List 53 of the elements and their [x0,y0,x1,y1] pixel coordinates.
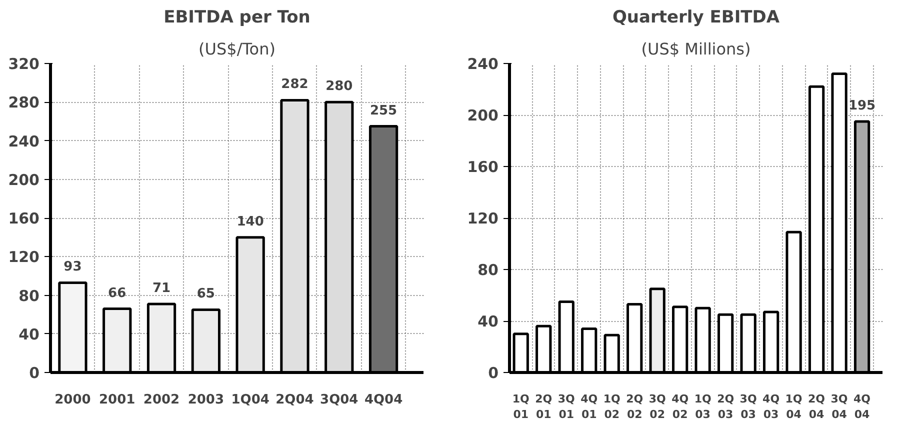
x-tick-label: 4Q 01 [580,392,598,422]
y-tick-label: 40 [478,312,498,330]
y-tick-label: 0 [488,364,498,382]
x-tick-label: 2Q 01 [535,392,552,422]
y-tick-label: 40 [18,325,40,344]
x-tick-label: 3Q 02 [648,392,666,422]
x-tick-label: 2Q 02 [626,392,644,422]
chart-subtitle: (US$ Millions) [641,40,751,58]
x-tick-label: 2003 [188,392,224,408]
x-tick-label: 1Q 04 [785,392,802,422]
y-tick-label: 240 [467,55,498,73]
data-label: 66 [108,286,126,301]
x-tick-label: 2002 [143,392,180,408]
x-tick-label: 4Q04 [364,392,403,408]
y-tick-label: 120 [467,210,498,228]
y-tick-label: 80 [478,261,498,279]
y-tick-label: 120 [8,248,40,266]
x-tick-label: 4Q 04 [854,392,871,422]
x-tick-label: 1Q04 [231,392,270,408]
x-tick-label: 1Q 02 [603,392,620,422]
x-tick-label: 2Q04 [276,392,314,408]
y-tick-label: 160 [467,158,498,176]
y-tick-label: 320 [8,55,40,73]
x-tick-label: 3Q 04 [830,392,848,422]
chart-subtitle: (US$/Ton) [198,40,276,58]
data-label: 195 [848,98,876,114]
x-tick-label: 2Q 03 [717,392,734,422]
data-label: 71 [152,280,171,296]
x-tick-label: 1Q 01 [512,392,530,422]
x-tick-label: 3Q 03 [740,392,757,422]
data-label: 255 [370,103,398,118]
data-label: 65 [196,286,215,302]
x-tick-label: 2Q 04 [808,392,826,422]
y-tick-label: 0 [29,364,40,382]
x-tick-label: 4Q 03 [762,392,780,422]
y-tick-label: 160 [8,210,40,228]
chart-title: Quarterly EBITDA [612,8,780,28]
y-tick-label: 80 [18,286,40,305]
x-tick-label: 1Q 03 [694,392,712,422]
y-tick-label: 200 [467,106,498,124]
x-tick-label: 2001 [99,392,136,408]
y-tick-label: 200 [8,170,40,189]
chart-title: EBITDA per Ton [164,8,310,28]
y-tick-label: 280 [8,94,40,112]
data-label: 93 [64,260,82,275]
x-tick-label: 2000 [54,392,91,408]
x-tick-label: 3Q 01 [558,392,575,422]
data-label: 282 [281,77,308,92]
y-tick-label: 240 [8,132,40,150]
data-label: 140 [236,214,264,230]
x-tick-label: 4Q 02 [672,392,689,422]
x-tick-label: 3Q04 [320,392,358,408]
data-label: 280 [326,79,353,94]
